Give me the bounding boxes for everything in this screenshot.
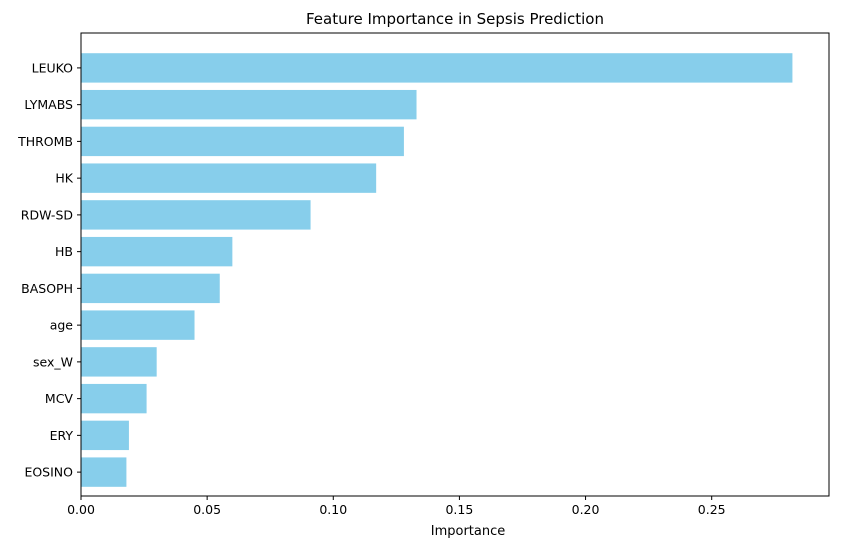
plot-frame	[80, 32, 830, 497]
y-tick-label: THROMB	[17, 134, 73, 149]
bar-eosino	[81, 457, 127, 487]
y-axis: LEUKO LYMABS THROMB HK RDW-SD HB BASOPH age sex_…	[17, 60, 81, 480]
bar-leuko	[81, 53, 793, 83]
bar-mcv	[81, 383, 147, 414]
y-tick-label: EOSINO	[24, 465, 73, 480]
bar-lymabs	[81, 89, 417, 120]
y-tick-label: HB	[55, 244, 73, 259]
y-tick-label: ERY	[50, 428, 74, 443]
y-tick-label: sex_W	[33, 354, 73, 369]
chart-title: Feature Importance in Sepsis Prediction	[306, 10, 604, 28]
bar-thromb	[81, 126, 404, 157]
x-tick-label: 0.05	[193, 502, 221, 517]
x-axis: 0.00 0.05 0.10 0.15 0.20 0.25	[67, 496, 726, 517]
y-tick-label: BASOPH	[21, 281, 73, 296]
y-tick-label: LYMABS	[24, 97, 73, 112]
bar-hk	[81, 163, 377, 193]
x-tick-label: 0.00	[67, 502, 95, 517]
y-tick-label: MCV	[45, 391, 74, 406]
x-tick-label: 0.10	[319, 502, 347, 517]
y-tick-label: LEUKO	[32, 60, 74, 75]
bar-sex-w	[81, 347, 157, 377]
bar-age	[81, 310, 195, 340]
bar-hb	[81, 236, 233, 267]
y-tick-label: age	[50, 318, 74, 333]
bar-ery	[81, 420, 129, 451]
bars-group	[81, 53, 793, 487]
y-tick-label: HK	[55, 171, 73, 186]
bar-rdw-sd	[81, 200, 311, 230]
y-tick-label: RDW-SD	[21, 207, 73, 222]
x-tick-label: 0.25	[698, 502, 726, 517]
x-tick-label: 0.20	[572, 502, 600, 517]
x-axis-label: Importance	[431, 524, 506, 539]
x-tick-label: 0.15	[445, 502, 473, 517]
bar-basoph	[81, 273, 220, 304]
